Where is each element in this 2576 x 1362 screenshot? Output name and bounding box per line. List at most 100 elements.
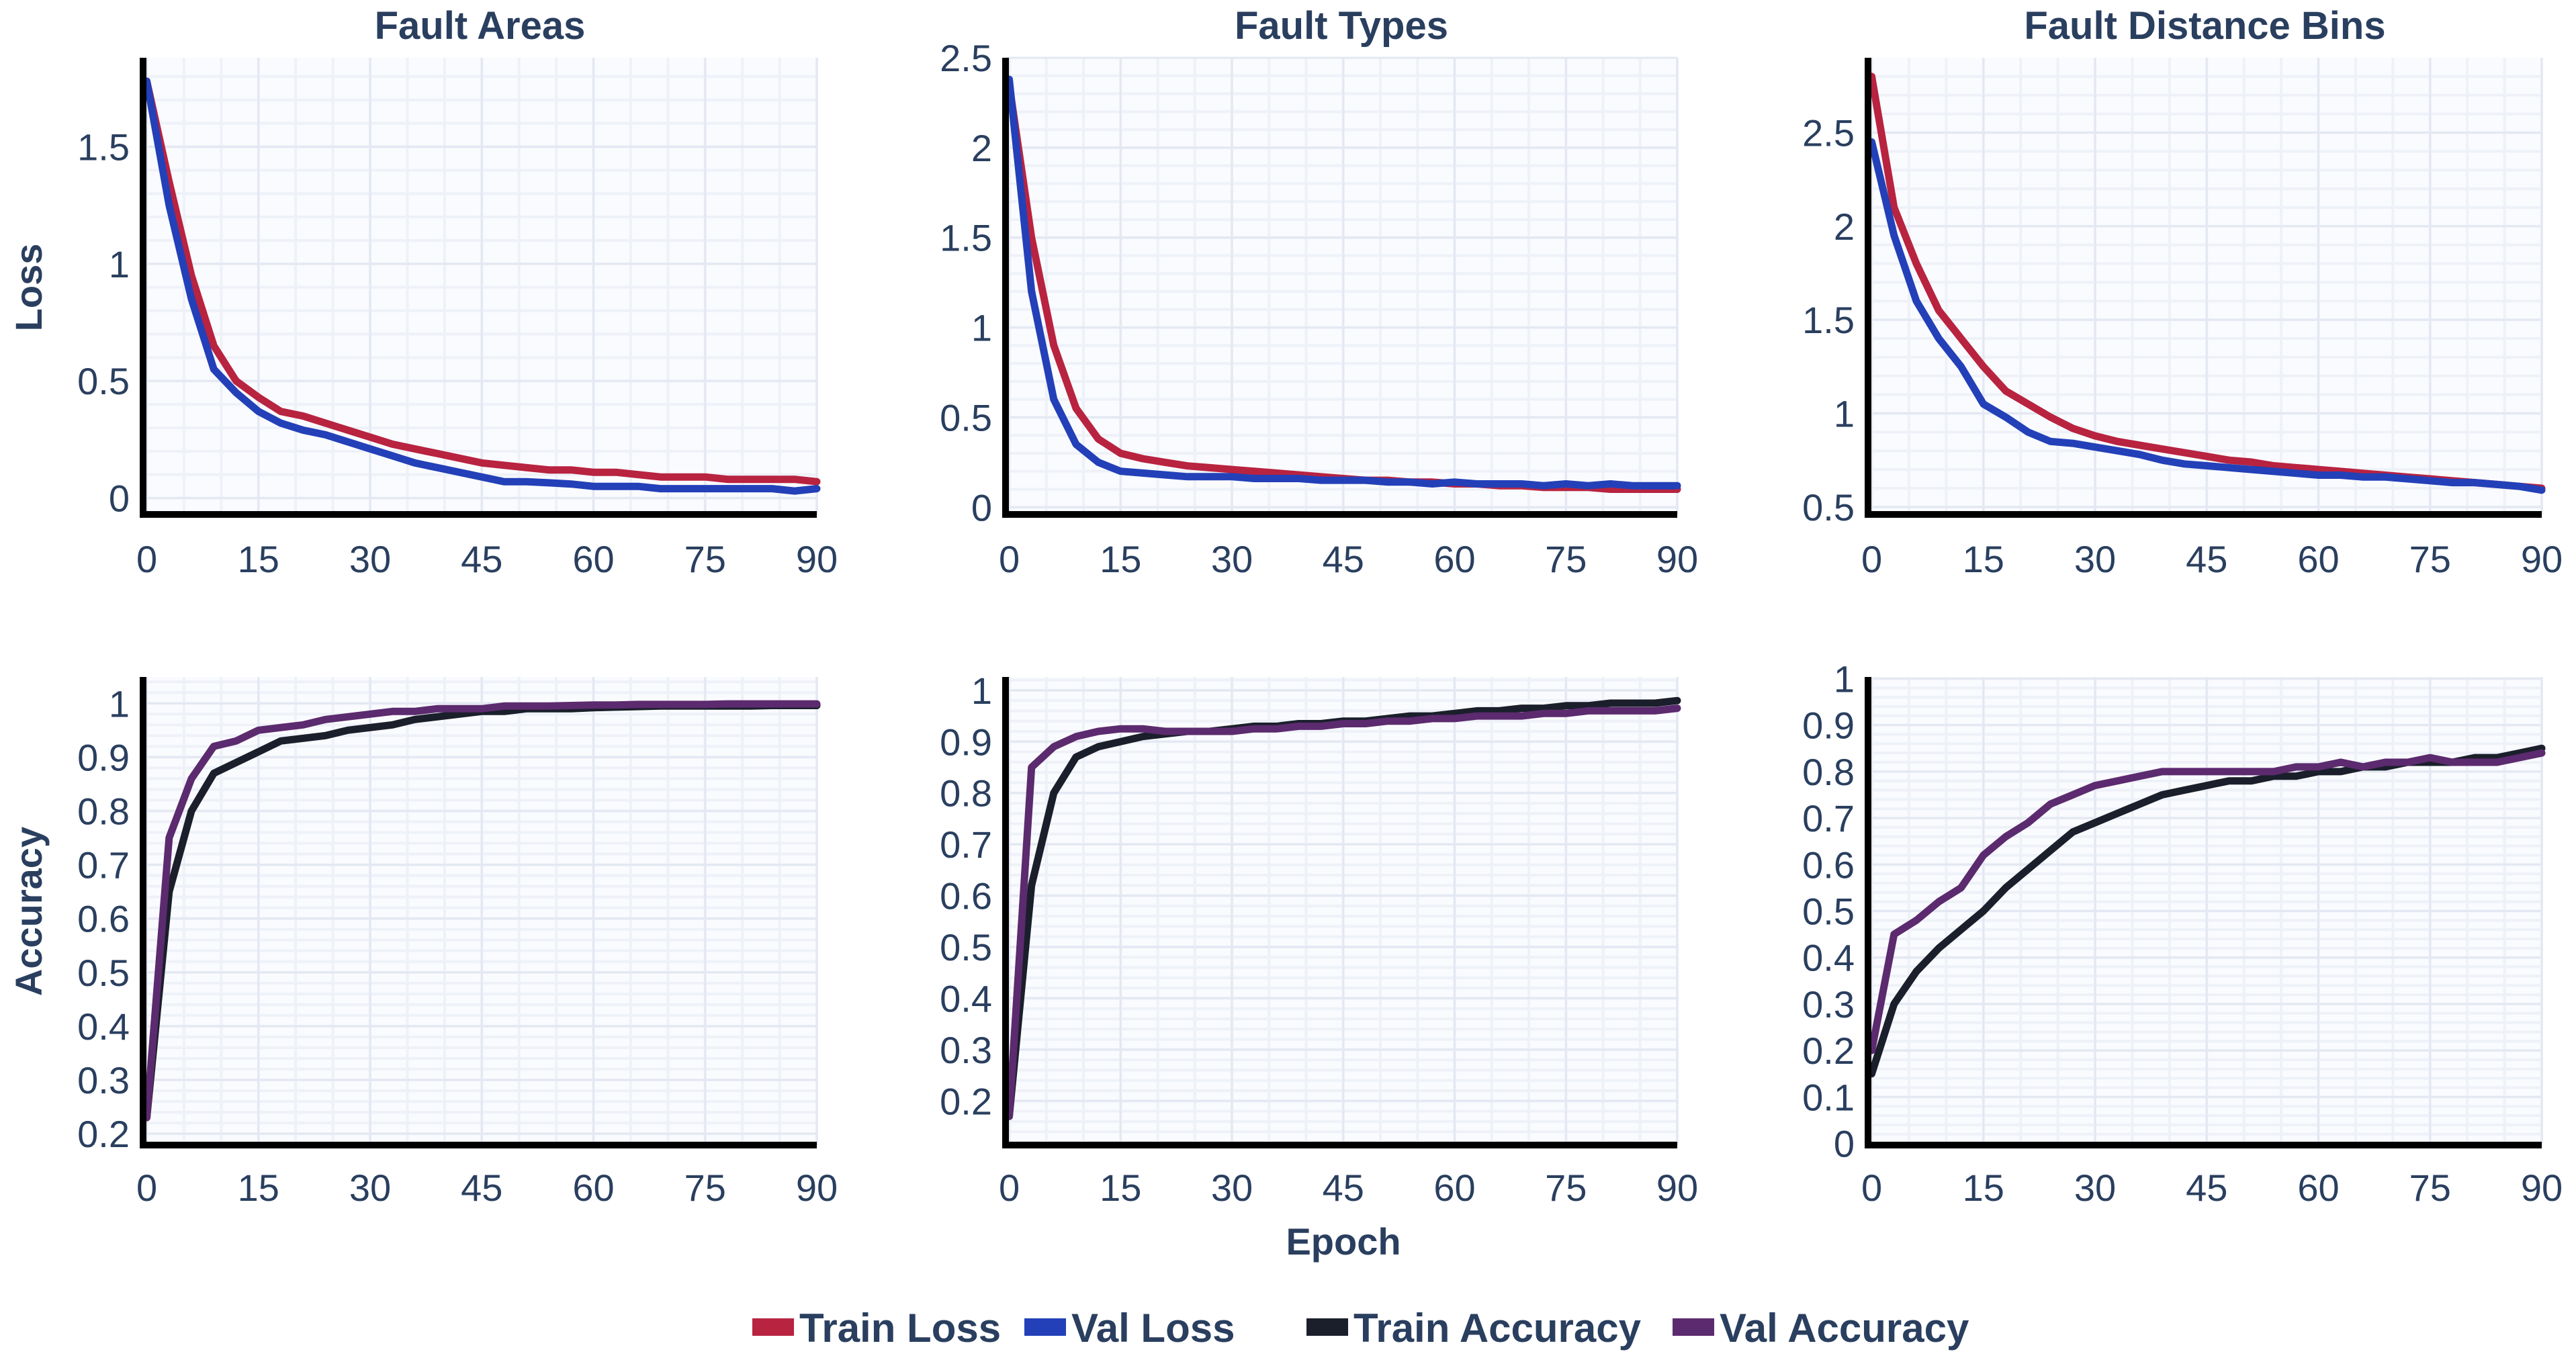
y-tick-label: 2.5 (940, 37, 992, 79)
x-tick-label: 45 (1323, 538, 1364, 580)
x-tick-label: 15 (1100, 538, 1141, 580)
x-tick-label: 75 (1545, 538, 1587, 580)
y-tick-label: 0.3 (77, 1059, 130, 1101)
y-tick-label: 0.7 (77, 844, 130, 887)
panel-1: 0 15 30 45 60 75 90 0 0.5 1 1.5 2 2.5 Fault Types (940, 4, 1698, 580)
x-tick-label: 0 (136, 1167, 157, 1209)
y-tick-label: 0.7 (940, 823, 992, 866)
y-tick-label: 0.5 (940, 396, 992, 439)
legend-label: Train Loss (799, 1306, 1001, 1351)
series-line-val-loss (1006, 75, 1681, 490)
y-tick-label: 0.9 (77, 736, 130, 778)
y-tick-label: 0.5 (940, 926, 992, 968)
y-tick-label: 0.4 (1802, 937, 1855, 979)
x-tick-label: 45 (1323, 1167, 1364, 1209)
x-tick-label: 60 (572, 1167, 614, 1209)
x-tick-label: 30 (2074, 1167, 2116, 1209)
x-tick-label: 30 (1211, 1167, 1253, 1209)
series-line-val-accuracy (143, 700, 821, 1122)
x-tick-label: 90 (1656, 538, 1698, 580)
y-tick-label: 0.4 (940, 977, 992, 1019)
y-axis-label-accuracy: Accuracy (7, 827, 50, 996)
y-tick-label: 0 (109, 478, 130, 520)
x-tick-label: 15 (1100, 1167, 1141, 1209)
x-tick-label: 30 (349, 538, 391, 580)
x-tick-label: 45 (461, 538, 502, 580)
y-tick-label: 1 (1834, 393, 1855, 435)
x-axis-label-epoch: Epoch (1286, 1220, 1401, 1263)
y-tick-label: 0.6 (77, 898, 130, 940)
panel-title: Fault Types (1235, 4, 1448, 48)
x-tick-label: 90 (796, 1167, 838, 1209)
panel-2: 0 15 30 45 60 75 90 0.5 1 1.5 2 2.5 Fault Distance B… (1802, 4, 2563, 580)
y-tick-label: 1.5 (77, 126, 130, 169)
series-line-val-loss (1868, 138, 2546, 494)
panel-3: 0 15 30 45 60 75 90 0.2 0.3 0.4 0.5 0.6 0.7 0.8 0.9 1 (77, 677, 838, 1209)
y-tick-label: 1 (1834, 657, 1855, 700)
y-tick-label: 0.5 (77, 952, 130, 994)
x-tick-label: 30 (1211, 538, 1253, 580)
series-line-val-accuracy (1006, 705, 1681, 1120)
y-tick-label: 0.5 (1802, 486, 1855, 529)
y-tick-label: 1 (109, 243, 130, 285)
x-tick-label: 0 (999, 1167, 1020, 1209)
y-tick-label: 0.9 (940, 721, 992, 763)
x-tick-label: 0 (1861, 538, 1882, 580)
panel-title: Fault Areas (375, 4, 586, 48)
y-tick-label: 0.6 (940, 875, 992, 917)
x-tick-label: 90 (2521, 1167, 2563, 1209)
x-tick-label: 75 (684, 538, 726, 580)
y-tick-label: 0.2 (940, 1080, 992, 1122)
x-tick-label: 15 (238, 538, 279, 580)
x-tick-label: 75 (1545, 1167, 1587, 1209)
legend-item-train-accuracy: Train Accuracy (1306, 1306, 1642, 1351)
y-tick-label: 2 (971, 127, 992, 169)
legend: Train Loss Val Loss Train Accuracy Val Accu… (752, 1306, 1969, 1351)
legend-swatch (1306, 1318, 1348, 1336)
x-tick-label: 0 (999, 538, 1020, 580)
y-tick-label: 0.8 (1802, 751, 1855, 793)
series-line-val-accuracy (1868, 749, 2546, 1054)
legend-item-train-loss: Train Loss (752, 1306, 1001, 1351)
x-tick-label: 75 (2409, 1167, 2451, 1209)
y-tick-label: 0.1 (1802, 1076, 1855, 1118)
x-tick-label: 45 (461, 1167, 502, 1209)
y-tick-label: 0.5 (1802, 891, 1855, 933)
legend-item-val-accuracy: Val Accuracy (1673, 1306, 1969, 1351)
x-tick-label: 75 (2409, 538, 2451, 580)
legend-label: Train Accuracy (1353, 1306, 1642, 1351)
legend-swatch (1673, 1318, 1714, 1336)
x-tick-label: 60 (2297, 1167, 2339, 1209)
series-line-train-accuracy (1868, 744, 2546, 1078)
y-tick-label: 0.3 (940, 1029, 992, 1071)
y-tick-label: 0.8 (77, 790, 130, 832)
x-tick-label: 60 (572, 538, 614, 580)
x-tick-label: 30 (349, 1167, 391, 1209)
panel-5: 0 15 30 45 60 75 90 0 0.10.20.30.40.5 0.6 0.70.80.… (1802, 657, 2563, 1209)
x-tick-label: 75 (684, 1167, 726, 1209)
y-tick-label: 0.9 (1802, 705, 1855, 747)
x-tick-label: 90 (2521, 538, 2563, 580)
legend-swatch (752, 1318, 794, 1336)
panel-4: 0 15 30 45 60 75 90 0.2 0.3 0.4 0.5 0.6 0.7 0.8 0.9 1 (940, 670, 1698, 1209)
x-tick-label: 15 (238, 1167, 279, 1209)
x-tick-label: 60 (1433, 1167, 1475, 1209)
panel-title: Fault Distance Bins (2024, 4, 2385, 48)
x-tick-label: 0 (136, 538, 157, 580)
y-tick-label: 0.4 (77, 1005, 130, 1048)
legend-label: Val Accuracy (1720, 1306, 1969, 1351)
x-tick-label: 0 (1861, 1167, 1882, 1209)
x-tick-label: 15 (1963, 1167, 2004, 1209)
x-tick-label: 45 (2186, 538, 2227, 580)
y-tick-label: 0.7 (1802, 797, 1855, 839)
plot-background (1868, 58, 2542, 514)
y-tick-label: 0 (971, 486, 992, 529)
y-axis-label-loss: Loss (7, 244, 50, 332)
legend-item-val-loss: Val Loss (1024, 1306, 1235, 1351)
legend-label: Val Loss (1071, 1306, 1235, 1351)
panel-0: 0 15 30 45 60 75 90 0 0.5 1 1.5 Fault Areas (77, 4, 838, 580)
x-tick-label: 45 (2186, 1167, 2227, 1209)
y-tick-label: 1 (971, 670, 992, 712)
y-tick-label: 0.8 (940, 772, 992, 815)
